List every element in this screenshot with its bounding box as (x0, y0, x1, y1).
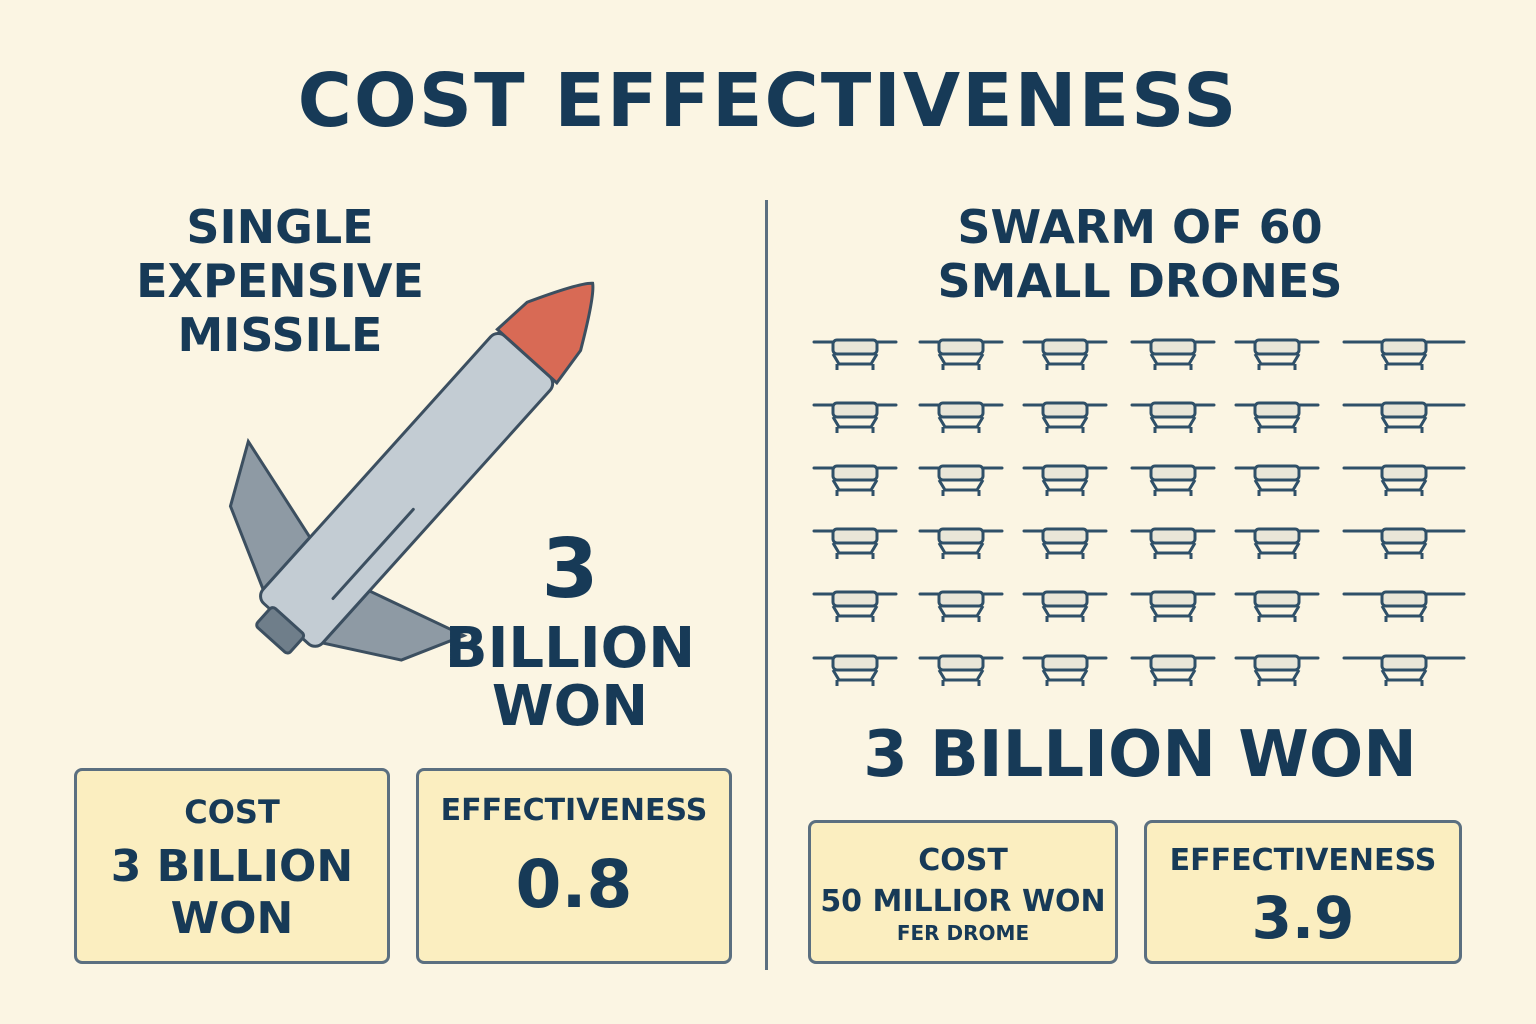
drone-icon (1342, 332, 1466, 376)
drone-cost-sub: FER DROME (896, 921, 1030, 945)
drone-icon (1342, 521, 1466, 565)
missile-heading-line-3: MISSILE (177, 308, 383, 362)
drone-swarm-grid (812, 332, 1472, 692)
missile-price-unit-2: WON (491, 674, 649, 739)
missile-price-number: 3 (541, 522, 599, 617)
drone-icon (1022, 584, 1108, 628)
drone-icon (1234, 521, 1320, 565)
missile-price-unit-1: BILLION (444, 616, 696, 681)
missile-effectiveness-label: EFFECTIVENESS (440, 793, 708, 828)
missile-cost-value-1: 3 BILLION (110, 841, 354, 892)
missile-illustration (228, 281, 595, 662)
drone-icon (1130, 458, 1216, 502)
drone-icon (1342, 648, 1466, 692)
drone-icon (1234, 648, 1320, 692)
drone-icon (918, 458, 1004, 502)
drone-icon (812, 584, 898, 628)
drone-icon (1022, 458, 1108, 502)
missile-heading-line-1: SINGLE (186, 200, 374, 254)
drone-icon (918, 521, 1004, 565)
drone-icon (812, 648, 898, 692)
drone-effectiveness-box: EFFECTIVENESS 3.9 (1144, 820, 1462, 964)
missile-nose (495, 281, 595, 386)
drone-icon (1342, 395, 1466, 439)
drone-icon (1022, 648, 1108, 692)
drone-icon (918, 584, 1004, 628)
drone-icon (812, 458, 898, 502)
drone-icon (1234, 395, 1320, 439)
drone-icon (1022, 521, 1108, 565)
missile-cost-value-2: WON (170, 893, 294, 944)
missile-price: 3 BILLION WON (430, 520, 710, 736)
drone-icon (812, 521, 898, 565)
drone-effectiveness-value: 3.9 (1251, 884, 1355, 952)
drone-icon (1342, 458, 1466, 502)
missile-cost-label: COST (184, 793, 280, 831)
drone-icon (812, 332, 898, 376)
drone-icon (1022, 395, 1108, 439)
drone-icon (1130, 332, 1216, 376)
center-divider (765, 200, 768, 970)
drone-icon (1234, 584, 1320, 628)
drone-icon (1234, 332, 1320, 376)
drone-icon (1130, 521, 1216, 565)
drone-cost-value: 50 MILLIOR WON (820, 884, 1106, 919)
drone-effectiveness-label: EFFECTIVENESS (1169, 843, 1437, 878)
drone-icon (1130, 395, 1216, 439)
drones-heading: SWARM OF 60 SMALL DRONES (860, 200, 1420, 308)
drone-icon (1234, 458, 1320, 502)
missile-heading: SINGLE EXPENSIVE MISSILE (100, 200, 460, 362)
drone-icon (918, 332, 1004, 376)
missile-cost-box: COST 3 BILLION WON (74, 768, 390, 964)
drones-heading-line-1: SWARM OF 60 (957, 200, 1323, 254)
drone-icon (918, 648, 1004, 692)
page-title: COST EFFECTIVENESS (297, 58, 1239, 144)
drone-icon (1130, 584, 1216, 628)
missile-effectiveness-value: 0.8 (515, 846, 633, 923)
drone-icon (918, 395, 1004, 439)
drone-icon (1130, 648, 1216, 692)
drone-icon (812, 395, 898, 439)
drone-icon (1022, 332, 1108, 376)
missile-heading-line-2: EXPENSIVE (136, 254, 424, 308)
missile-nozzle (255, 606, 306, 655)
missile-effectiveness-box: EFFECTIVENESS 0.8 (416, 768, 732, 964)
drone-cost-box: COST 50 MILLIOR WON FER DROME (808, 820, 1118, 964)
drone-icon (1342, 584, 1466, 628)
drone-cost-label: COST (918, 843, 1008, 878)
swarm-total-price: 3 BILLION WON (863, 718, 1417, 792)
drones-heading-line-2: SMALL DRONES (937, 254, 1343, 308)
